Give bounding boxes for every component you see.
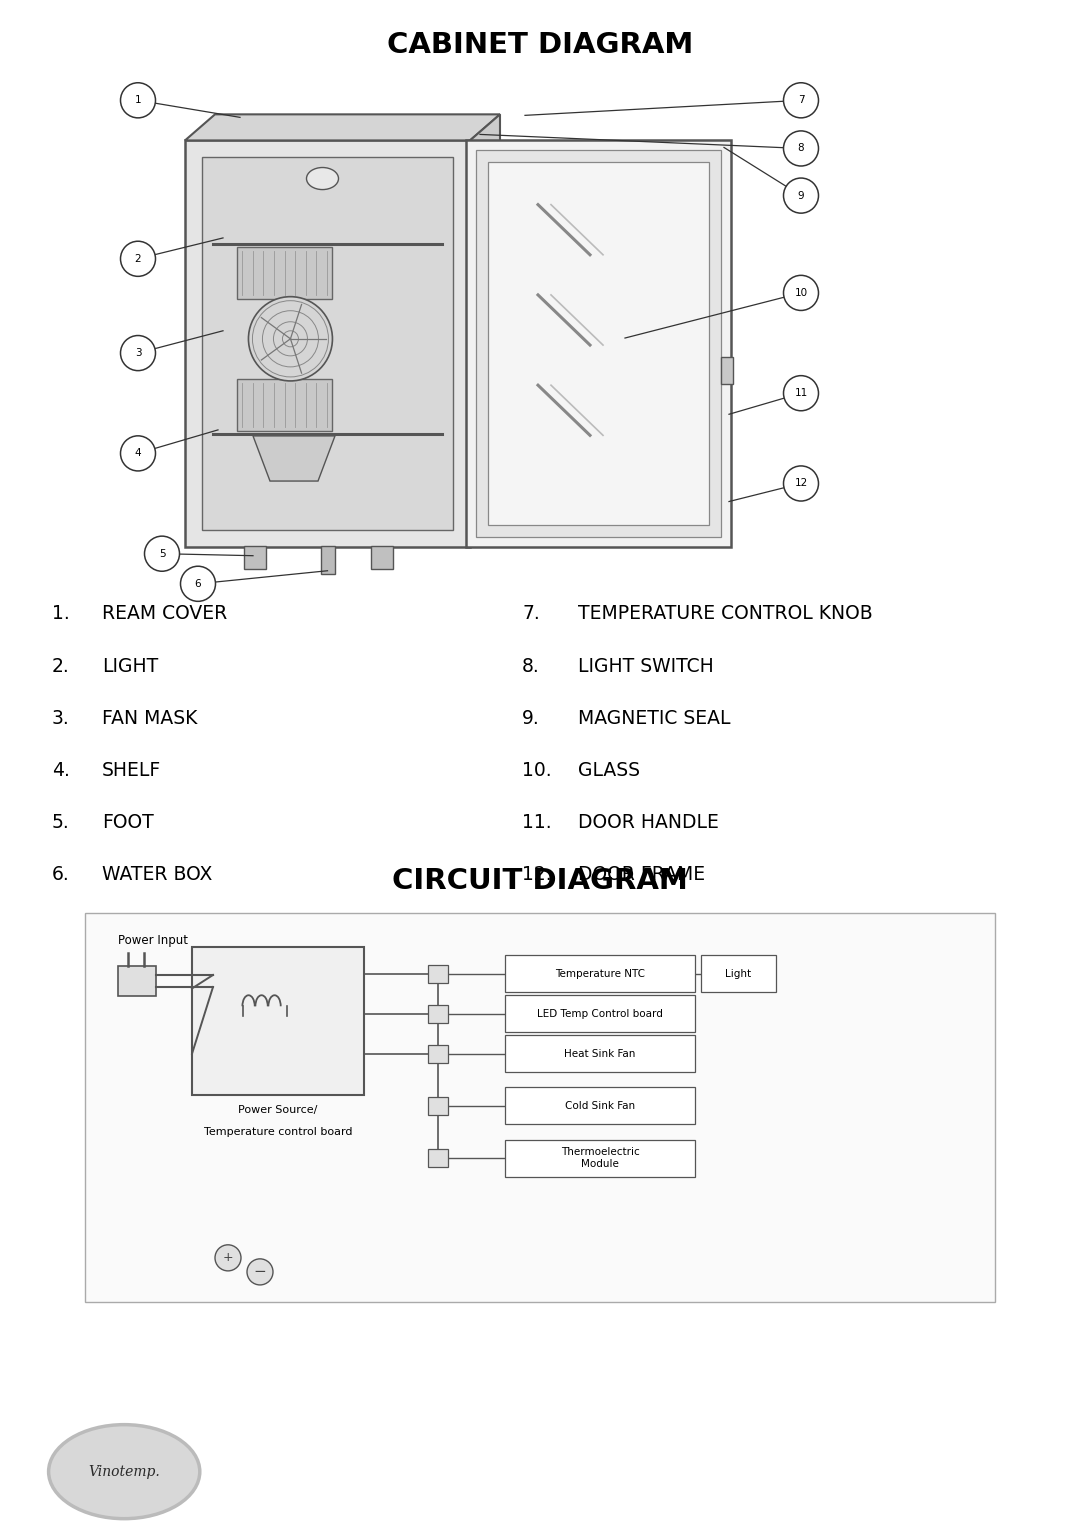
Bar xyxy=(372,546,393,569)
Bar xyxy=(428,1005,448,1023)
Text: 11: 11 xyxy=(795,388,808,398)
Circle shape xyxy=(783,177,819,213)
Circle shape xyxy=(248,297,333,381)
Polygon shape xyxy=(185,115,500,141)
Bar xyxy=(488,162,708,524)
Text: 6: 6 xyxy=(194,579,201,589)
Circle shape xyxy=(121,436,156,471)
Text: 4.: 4. xyxy=(52,761,70,780)
Bar xyxy=(476,150,721,537)
Text: CABINET DIAGRAM: CABINET DIAGRAM xyxy=(387,31,693,60)
Text: 9.: 9. xyxy=(522,709,540,728)
Text: 11.: 11. xyxy=(522,813,552,832)
Text: Cold Sink Fan: Cold Sink Fan xyxy=(565,1101,635,1112)
Circle shape xyxy=(121,335,156,370)
Text: 6.: 6. xyxy=(52,865,70,884)
Bar xyxy=(505,956,696,992)
Text: SHELF: SHELF xyxy=(102,761,161,780)
Text: Thermoelectric
Module: Thermoelectric Module xyxy=(561,1147,639,1168)
Bar xyxy=(85,913,995,1303)
Text: FOOT: FOOT xyxy=(102,813,153,832)
Text: +: + xyxy=(222,1251,233,1264)
Text: 8: 8 xyxy=(798,144,805,153)
Text: 4: 4 xyxy=(135,448,141,459)
Text: 3: 3 xyxy=(135,349,141,358)
Text: Temperature NTC: Temperature NTC xyxy=(555,968,645,979)
Text: 5.: 5. xyxy=(52,813,70,832)
Text: −: − xyxy=(254,1264,267,1280)
Text: 7: 7 xyxy=(798,95,805,106)
Bar xyxy=(428,1150,448,1167)
Text: WATER BOX: WATER BOX xyxy=(102,865,213,884)
Text: LIGHT: LIGHT xyxy=(102,656,159,676)
Text: Temperature control board: Temperature control board xyxy=(204,1127,352,1138)
Text: DOOR FRAME: DOOR FRAME xyxy=(578,865,705,884)
Text: 12.: 12. xyxy=(522,865,552,884)
Circle shape xyxy=(121,242,156,277)
Bar xyxy=(185,141,470,547)
Circle shape xyxy=(145,537,179,572)
Circle shape xyxy=(783,466,819,502)
Bar xyxy=(721,358,733,384)
Text: TEMPERATURE CONTROL KNOB: TEMPERATURE CONTROL KNOB xyxy=(578,604,873,624)
Polygon shape xyxy=(470,115,500,547)
Circle shape xyxy=(215,1245,241,1271)
Text: 2: 2 xyxy=(135,254,141,265)
Text: 1: 1 xyxy=(135,95,141,106)
Text: 12: 12 xyxy=(795,479,808,488)
Circle shape xyxy=(783,83,819,118)
Bar xyxy=(505,1087,696,1124)
Circle shape xyxy=(180,566,216,601)
Bar xyxy=(192,946,364,1095)
Text: REAM COVER: REAM COVER xyxy=(102,604,227,624)
Ellipse shape xyxy=(49,1425,200,1518)
Text: 10: 10 xyxy=(795,287,808,298)
Text: 1.: 1. xyxy=(52,604,70,624)
Text: 2.: 2. xyxy=(52,656,70,676)
Bar xyxy=(428,1096,448,1115)
Bar xyxy=(428,1044,448,1063)
Circle shape xyxy=(783,131,819,167)
Text: LED Temp Control board: LED Temp Control board xyxy=(537,1009,663,1018)
Text: LIGHT SWITCH: LIGHT SWITCH xyxy=(578,656,714,676)
Bar xyxy=(118,966,156,995)
Text: DOOR HANDLE: DOOR HANDLE xyxy=(578,813,719,832)
Text: 7.: 7. xyxy=(522,604,540,624)
Text: CIRCUIT DIAGRAM: CIRCUIT DIAGRAM xyxy=(392,867,688,894)
Text: 8.: 8. xyxy=(522,656,540,676)
Text: Power Input: Power Input xyxy=(118,934,188,948)
Text: 10.: 10. xyxy=(522,761,552,780)
Text: Power Source/: Power Source/ xyxy=(239,1105,318,1115)
Circle shape xyxy=(121,83,156,118)
Text: 6: 6 xyxy=(27,1460,44,1483)
Bar xyxy=(701,956,777,992)
Text: MAGNETIC SEAL: MAGNETIC SEAL xyxy=(578,709,730,728)
Polygon shape xyxy=(253,436,335,482)
Bar xyxy=(202,157,453,529)
Ellipse shape xyxy=(307,168,338,190)
Bar xyxy=(505,1035,696,1072)
Text: 9: 9 xyxy=(798,191,805,200)
Circle shape xyxy=(247,1258,273,1284)
Text: Heat Sink Fan: Heat Sink Fan xyxy=(565,1049,636,1058)
Bar xyxy=(465,141,731,547)
Text: 3.: 3. xyxy=(52,709,70,728)
Text: GLASS: GLASS xyxy=(578,761,640,780)
Bar xyxy=(505,995,696,1032)
Bar xyxy=(237,379,332,431)
Circle shape xyxy=(783,376,819,411)
Text: FAN MASK: FAN MASK xyxy=(102,709,198,728)
Bar xyxy=(244,546,266,569)
Text: Vinotemp.: Vinotemp. xyxy=(89,1465,160,1479)
Text: 5: 5 xyxy=(159,549,165,558)
Circle shape xyxy=(783,275,819,310)
Bar xyxy=(237,246,332,298)
Bar xyxy=(428,965,448,983)
Text: Light: Light xyxy=(726,968,752,979)
Bar xyxy=(505,1139,696,1177)
Bar xyxy=(321,546,335,573)
Text: W W W . V I N O T E M P . C O M: W W W . V I N O T E M P . C O M xyxy=(382,1460,827,1483)
